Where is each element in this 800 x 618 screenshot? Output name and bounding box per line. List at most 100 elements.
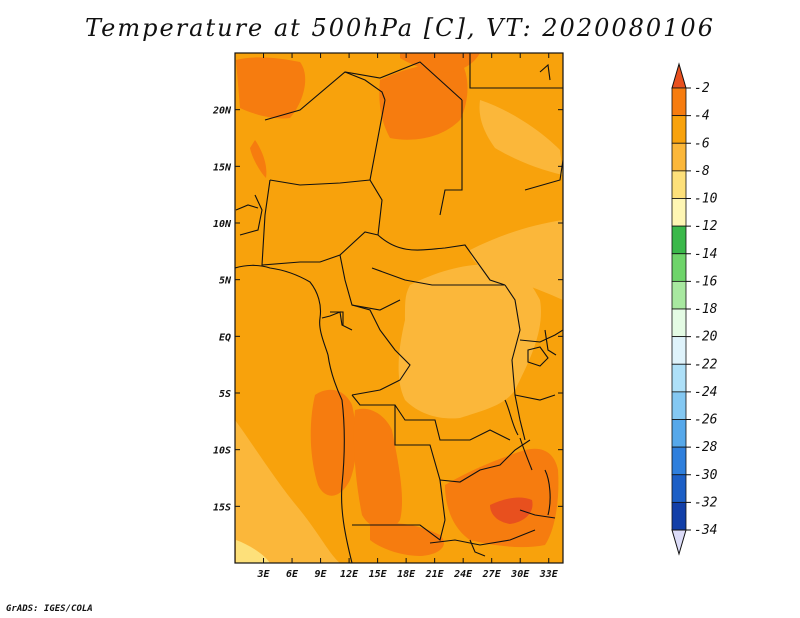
x-tick-label: 30E	[510, 569, 530, 580]
field-region-2to-4-angola	[310, 389, 357, 496]
border-niger-s	[269, 179, 371, 186]
field-region-8to-10	[236, 540, 270, 563]
border-drc-south	[351, 394, 511, 441]
x-tick-label: 18E	[397, 569, 416, 580]
y-tick-label: 5N	[219, 276, 232, 287]
field-region-2to-4-se	[445, 448, 559, 548]
border-east-3	[514, 394, 556, 401]
colorbar-label: -8	[694, 164, 710, 179]
y-tick-label: 20N	[212, 106, 232, 117]
map-frame	[234, 52, 564, 564]
colorbar-label: -4	[694, 109, 710, 124]
y-tick-label: EQ	[219, 332, 231, 343]
border-zambia-s	[469, 539, 486, 557]
border-lake-2	[544, 469, 551, 516]
border-north-1	[264, 61, 463, 121]
credit-text: GrADS: IGES/COLA	[6, 604, 93, 614]
colorbar-box	[671, 225, 687, 255]
field-region-2to-4-south	[370, 523, 444, 556]
border-chad-west	[369, 99, 386, 236]
colorbar-box	[671, 115, 687, 144]
border-lake-1	[504, 399, 519, 436]
border-chad-east	[469, 53, 563, 89]
x-tick-label: 15E	[369, 569, 388, 580]
x-axis: 3E 6E 9E 12E 15E 18E 21E 24E 27E 30E 33E	[256, 53, 559, 580]
colorbar-label: -34	[694, 523, 717, 538]
colorbar-box	[671, 501, 687, 531]
border-car-south	[371, 267, 505, 286]
colorbar-box	[671, 363, 687, 393]
border-zambia	[439, 439, 531, 483]
colorbar-top-triangle	[671, 62, 687, 89]
y-tick-label: 10S	[213, 446, 231, 457]
border-east-2	[519, 329, 563, 343]
x-tick-label: 24E	[453, 569, 473, 580]
border-n-vertical	[439, 100, 463, 216]
colorbar-box	[671, 474, 687, 503]
colorbar-label: -16	[694, 274, 718, 289]
y-axis: 20N 15N 10N 5N EQ 5S 10S 15S	[212, 106, 563, 513]
colorbar-label: -2	[694, 81, 710, 96]
colorbar-box	[671, 198, 687, 227]
field-region-2to-4-ring	[250, 140, 267, 178]
border-north-2	[344, 71, 386, 101]
field-region-6to-8-north	[479, 100, 563, 175]
y-tick-label: 5S	[219, 389, 231, 400]
colorbar-label: -18	[694, 302, 718, 317]
field-region-2to-4-ne	[400, 53, 480, 73]
x-tick-label: 33E	[539, 569, 559, 580]
border-ea-4	[239, 194, 263, 236]
border-namibia	[352, 519, 446, 541]
x-tick-label: 6E	[286, 569, 299, 580]
border-south	[429, 529, 536, 546]
borders	[235, 53, 563, 563]
x-tick-label: 27E	[482, 569, 502, 580]
colorbar-label: -24	[694, 385, 717, 400]
y-tick-label: 15N	[213, 162, 232, 173]
colorbar-label: -30	[694, 468, 718, 483]
colorbar-label: -22	[694, 357, 718, 372]
colorbar-label: -32	[694, 495, 718, 510]
border-zim-se	[519, 509, 556, 519]
temperature-field	[235, 53, 563, 563]
colorbar-label: -26	[694, 413, 718, 428]
colorbar-label: -20	[694, 330, 718, 345]
colorbar-box	[671, 419, 687, 448]
border-coastline-west	[235, 264, 353, 563]
colorbar-box	[671, 253, 687, 282]
colorbar: -2 -4 -6 -8 -10 -12 -14 -16 -18 -20 -22 -24 -26 -28 -3…	[671, 62, 718, 556]
y-tick-label: 10N	[213, 219, 232, 230]
field-region-2to-4-angola2	[353, 408, 403, 530]
x-tick-label: 9E	[315, 569, 328, 580]
colorbar-box	[671, 446, 687, 476]
colorbar-box	[671, 170, 687, 199]
field-region-6to-8-central	[398, 264, 541, 419]
colorbar-box	[671, 87, 687, 117]
colorbar-label: -14	[694, 247, 717, 262]
colorbar-box	[671, 308, 687, 338]
colorbar-label: -12	[694, 219, 718, 234]
y-tick-label: 15S	[213, 502, 231, 513]
colorbar-label: -28	[694, 440, 718, 455]
border-lakes-east	[519, 329, 557, 471]
border-ea-5	[235, 204, 259, 211]
border-nigeria	[261, 179, 379, 266]
colorbar-label: -6	[694, 136, 710, 151]
colorbar-box	[671, 280, 687, 310]
border-island-1	[539, 63, 551, 81]
border-drc-east	[504, 284, 526, 441]
field-region-2to-4-nw	[236, 57, 306, 119]
x-tick-label: 21E	[425, 569, 445, 580]
chart-title: Temperature at 500hPa [C], VT: 202008010…	[85, 14, 715, 42]
x-tick-label: 12E	[340, 569, 359, 580]
colorbar-box	[671, 336, 687, 365]
border-car	[377, 234, 506, 286]
border-eq-box	[330, 311, 344, 325]
field-region-2to-4-nc	[379, 60, 468, 140]
colorbar-bottom-triangle	[671, 529, 687, 556]
colorbar-label: -10	[694, 192, 718, 207]
field-region-6to-8-southwest	[235, 420, 340, 563]
border-angola-east	[394, 405, 446, 521]
field-region-6to-8-east	[470, 220, 563, 300]
